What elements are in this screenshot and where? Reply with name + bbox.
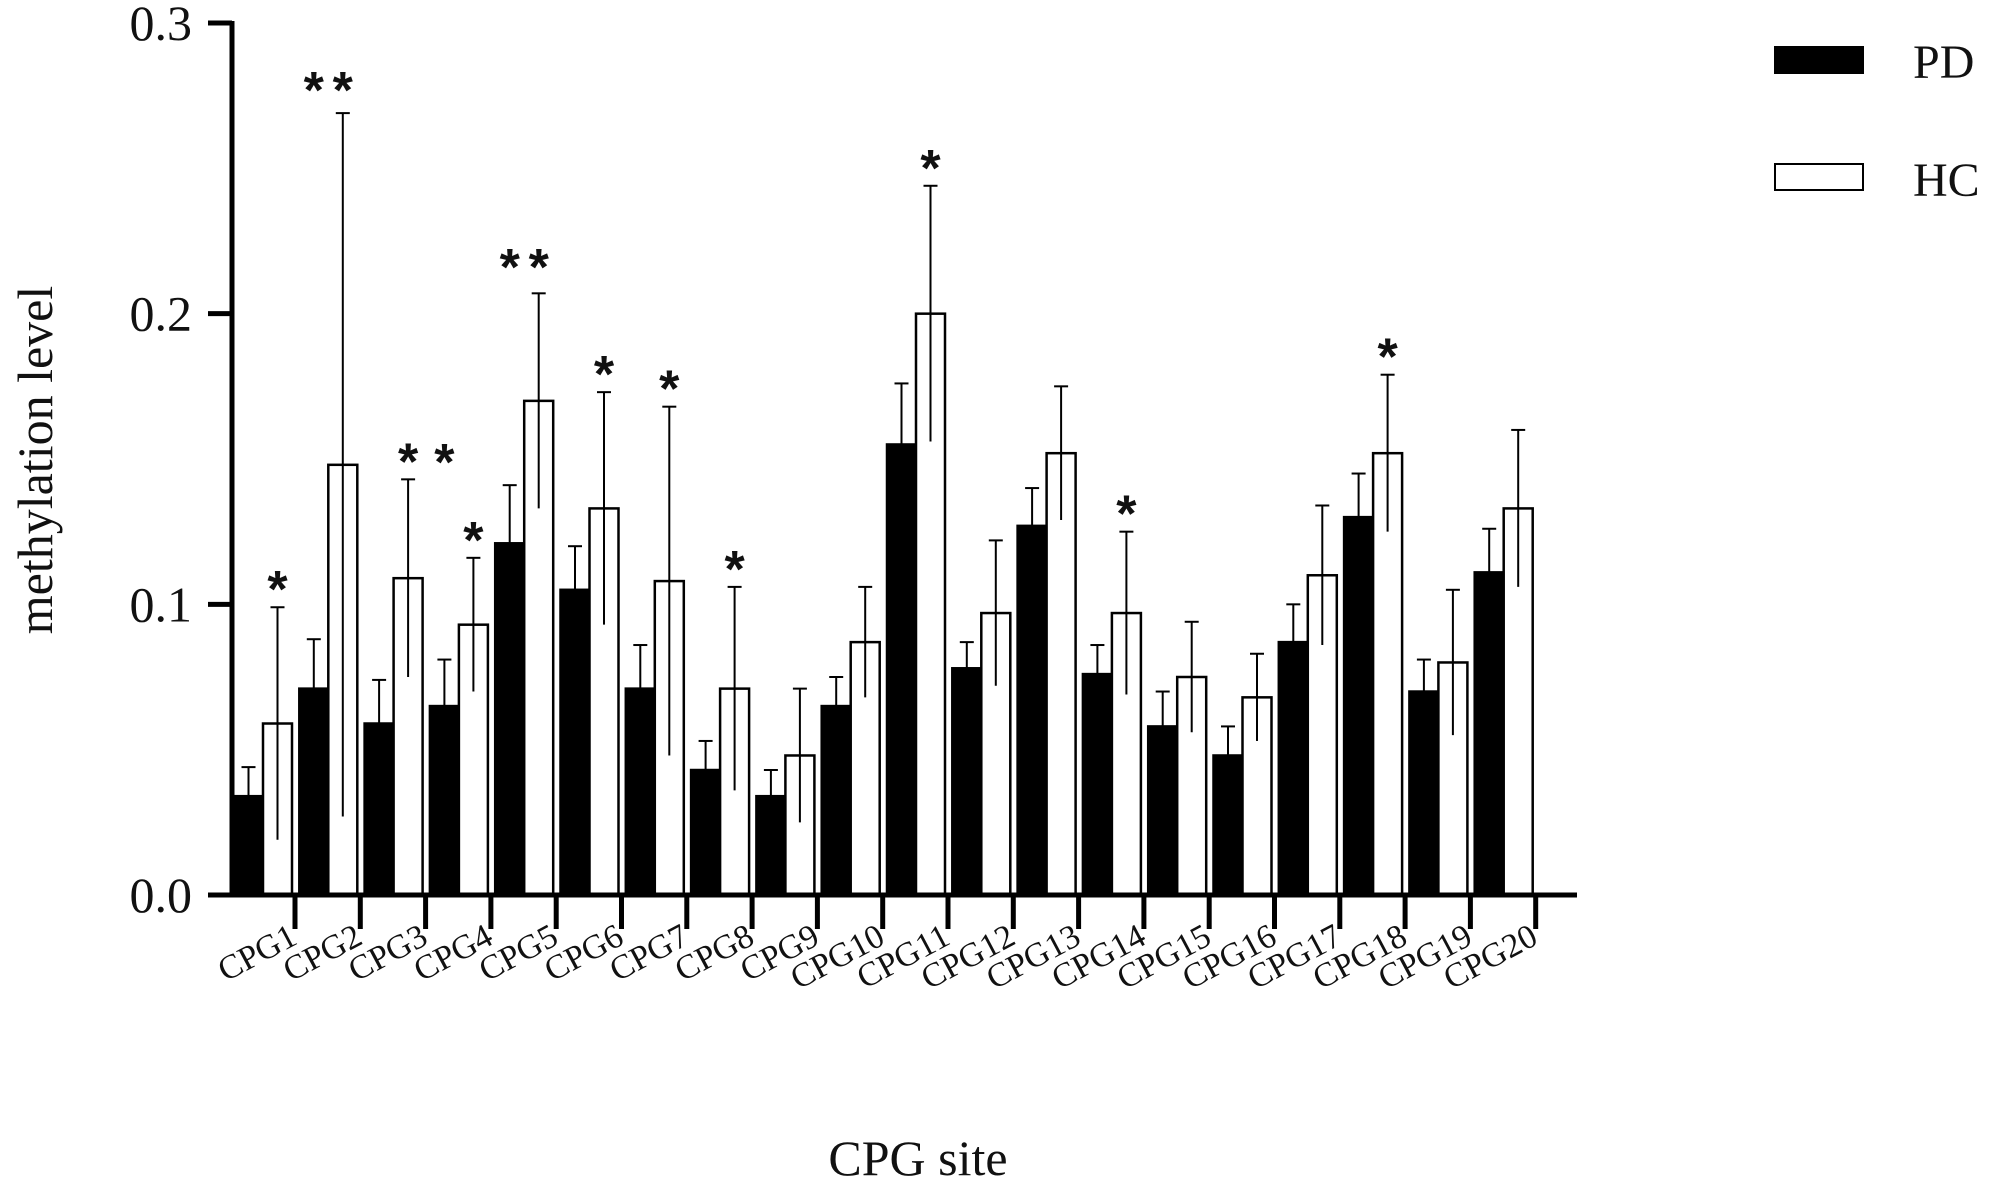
significance-markers: ** ** *** ** ***** — [267, 62, 1398, 619]
bar-pd — [1081, 672, 1114, 897]
bar-pd — [1473, 571, 1505, 897]
bar-pd — [1277, 640, 1310, 897]
significance-star: * — [463, 512, 484, 570]
significance-star: * — [398, 433, 419, 491]
significance-star: * — [333, 62, 354, 120]
y-tick-label: 0.1 — [130, 576, 193, 632]
legend-swatch-hc — [1774, 163, 1864, 191]
significance-star: * — [1377, 329, 1398, 387]
y-axis-title: methylation level — [7, 286, 63, 635]
x-axis-title: CPG site — [828, 1130, 1007, 1185]
bar-pd — [1016, 524, 1048, 897]
legend: PD HC — [1774, 36, 1980, 207]
significance-star: * — [594, 346, 615, 404]
y-axis-ticks: 0.0 0.1 0.2 0.3 — [130, 0, 232, 923]
x-axis-tick-labels: CPG1CPG2CPG3CPG4CPG5CPG6CPG7CPG8CPG9CPG1… — [212, 917, 1543, 997]
significance-star: * — [1116, 486, 1137, 544]
bar-pd — [885, 443, 918, 897]
y-tick-label: 0.0 — [130, 867, 193, 923]
significance-star: * — [920, 140, 941, 198]
legend-label-pd: PD — [1913, 36, 1974, 89]
significance-star: * — [724, 541, 745, 599]
y-tick-label: 0.3 — [130, 0, 193, 51]
bar-pd — [1342, 515, 1375, 897]
bar-pd — [951, 667, 983, 897]
axes — [229, 21, 1577, 898]
x-axis-ticks — [292, 895, 1539, 929]
legend-swatch-pd — [1774, 46, 1864, 74]
significance-star: * — [659, 361, 680, 419]
significance-star: * — [434, 434, 455, 492]
bars — [232, 312, 1534, 897]
significance-star: * — [304, 62, 325, 120]
significance-star: * — [500, 239, 521, 297]
significance-star: * — [529, 239, 550, 297]
y-tick-label: 0.2 — [130, 286, 193, 342]
bar-pd — [559, 588, 591, 897]
error-bars — [241, 112, 1526, 840]
significance-star: * — [267, 561, 288, 619]
legend-label-hc: HC — [1913, 154, 1980, 207]
